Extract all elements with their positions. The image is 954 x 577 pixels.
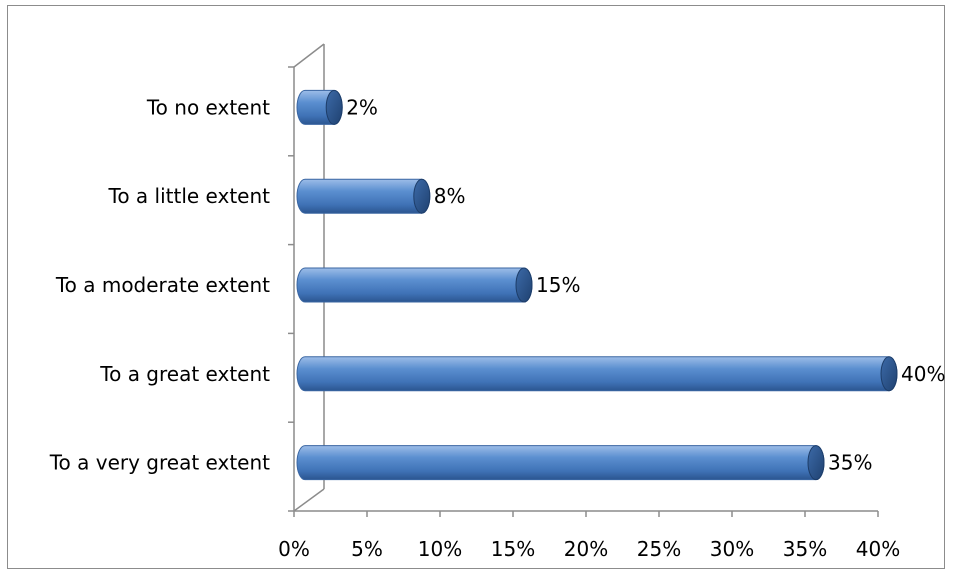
- x-tick-label: 15%: [491, 537, 535, 561]
- bar-cap: [325, 89, 343, 125]
- bar: [296, 89, 343, 125]
- bar-body: [296, 356, 898, 392]
- bar-cap: [880, 356, 898, 392]
- x-tick-label: 5%: [351, 537, 383, 561]
- data-label: 8%: [434, 184, 466, 208]
- depth-connector-bottom: [293, 488, 325, 512]
- category-label: To a moderate extent: [55, 273, 270, 297]
- data-label: 2%: [346, 95, 378, 119]
- bar-cap: [515, 267, 533, 303]
- bar: [296, 445, 825, 481]
- bar: [296, 356, 898, 392]
- x-tick-label: 20%: [564, 537, 608, 561]
- bar-cap: [807, 445, 825, 481]
- category-label: To a very great extent: [49, 451, 270, 475]
- x-tick-label: 40%: [856, 537, 900, 561]
- data-label: 35%: [828, 451, 872, 475]
- bar: [296, 178, 431, 214]
- x-tick-label: 35%: [783, 537, 827, 561]
- bar-body: [296, 267, 533, 303]
- bar-body: [296, 178, 431, 214]
- category-label: To a little extent: [108, 184, 271, 208]
- x-tick-label: 10%: [418, 537, 462, 561]
- x-tick-label: 30%: [710, 537, 754, 561]
- depth-connector-top: [293, 43, 325, 68]
- bar: [296, 267, 533, 303]
- category-label: To a great extent: [99, 362, 270, 386]
- data-label: 15%: [536, 273, 580, 297]
- labels: 0% 5% 10% 15% 20% 25% 30% 35% 40% To no extent 2% T…: [49, 95, 946, 561]
- category-label: To no extent: [146, 95, 270, 119]
- data-label: 40%: [901, 362, 945, 386]
- bar-body: [296, 445, 825, 481]
- x-tick-label: 0%: [278, 537, 310, 561]
- bar-cap: [413, 178, 431, 214]
- bars: [296, 89, 898, 481]
- x-tick-label: 25%: [637, 537, 681, 561]
